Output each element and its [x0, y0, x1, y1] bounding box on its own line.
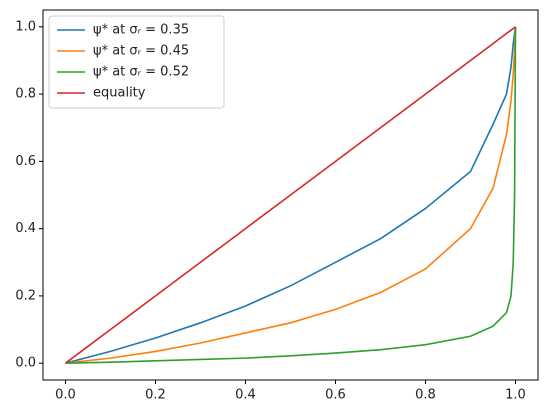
series-line	[65, 26, 516, 364]
x-tick-label: 0.8	[415, 388, 436, 403]
y-tick-label: 1.0	[15, 19, 36, 34]
plot-frame	[42, 9, 539, 381]
y-tick-label: 0.8	[15, 87, 36, 102]
x-tick-label: 0.2	[145, 388, 166, 403]
x-tick-label: 0.0	[55, 388, 76, 403]
legend-box	[48, 15, 225, 109]
x-tick-label: 1.0	[505, 388, 526, 403]
legend-label: ψ* at σᵣ = 0.52	[93, 65, 189, 80]
legend-label: ψ* at σᵣ = 0.35	[93, 23, 189, 38]
legend: ψ* at σᵣ = 0.35 ψ* at σᵣ = 0.45 ψ* at σᵣ =…	[48, 15, 225, 109]
y-tick-label: 0.4	[15, 221, 36, 236]
series-line	[65, 26, 517, 364]
x-tick-label: 0.4	[235, 388, 256, 403]
y-tick-label: 0.6	[15, 154, 36, 169]
y-tick-label: 0.2	[15, 288, 36, 303]
y-tick-label: 0.0	[15, 356, 36, 371]
legend-label: equality	[93, 86, 146, 101]
series-line	[65, 26, 517, 364]
legend-label: ψ* at σᵣ = 0.45	[93, 44, 189, 59]
x-tick-label: 0.6	[325, 388, 346, 403]
series-line	[65, 26, 517, 364]
